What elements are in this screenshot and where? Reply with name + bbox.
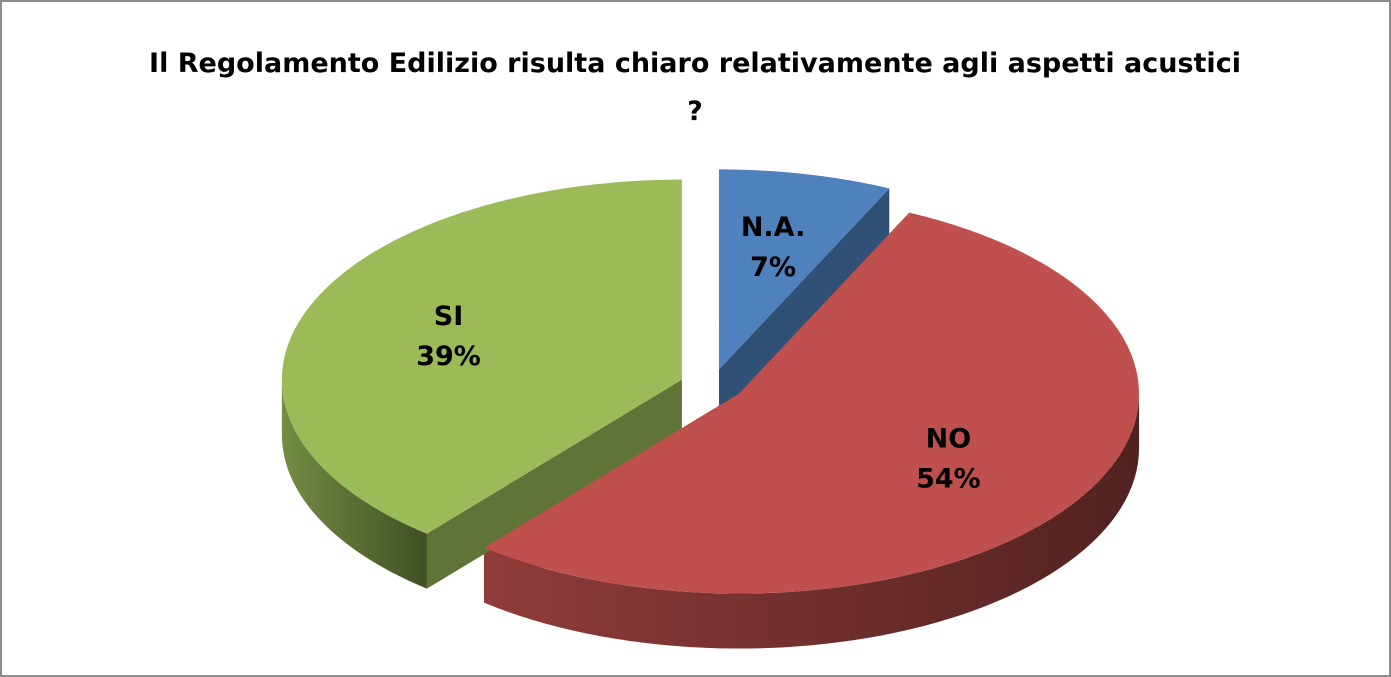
- pie-slice: [718, 169, 890, 370]
- slice-cut-face: [426, 379, 682, 589]
- pie-slice: [484, 212, 1139, 594]
- chart-title: Il Regolamento Edilizio risulta chiaro r…: [149, 48, 1241, 127]
- slice-value-label: 54%: [916, 464, 981, 495]
- pie-tops: [281, 169, 1139, 594]
- pie-slice: [281, 179, 682, 534]
- pie-labels: N.A. 7% NO 54% SI 39%: [416, 212, 980, 495]
- slice-value-label: 7%: [750, 252, 796, 283]
- slice-wall: [281, 379, 427, 589]
- slice-category-label: N.A.: [741, 212, 806, 243]
- slice-value-label: 39%: [416, 341, 481, 372]
- slice-wall: [484, 393, 1140, 649]
- slice-category-label: NO: [926, 424, 972, 455]
- slice-cut-face: [718, 188, 890, 425]
- slice-category-label: SI: [434, 301, 464, 332]
